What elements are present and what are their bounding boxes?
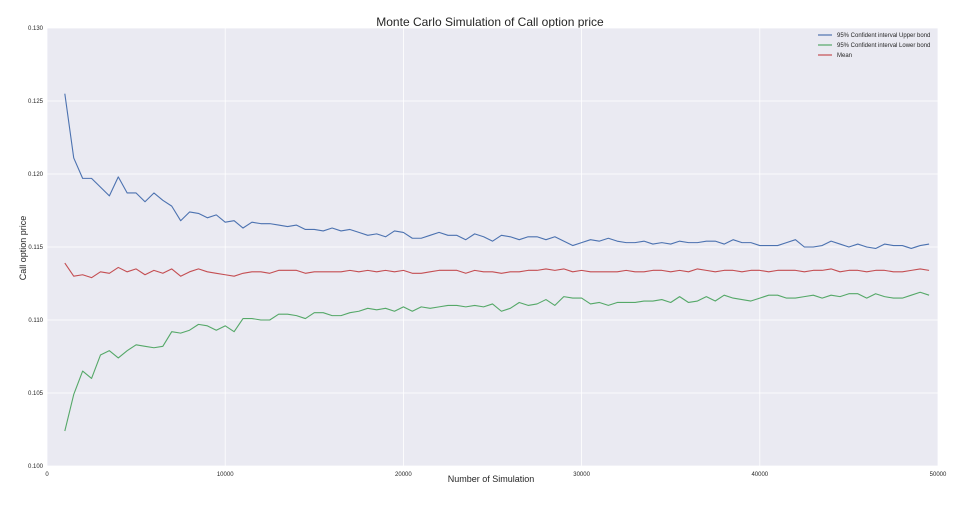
grid: [46, 27, 939, 467]
legend-label-lower: 95% Confident interval Lower bond: [837, 43, 930, 49]
legend-label-mean: Mean: [837, 53, 852, 59]
y-tick-label: 0.125: [28, 99, 44, 105]
x-tick-label: 50000: [930, 472, 947, 478]
y-tick-label: 0.130: [28, 26, 44, 32]
x-tick-label: 40000: [751, 472, 768, 478]
legend: 95% Confident interval Upper bond 95% Con…: [818, 33, 930, 59]
series-lines: [64, 93, 930, 432]
series-line-upper: [64, 93, 930, 250]
x-tick-label: 0: [45, 472, 49, 478]
series-line-mean: [64, 262, 930, 279]
chart-title: Monte Carlo Simulation of Call option pr…: [376, 15, 604, 29]
tick-labels: 0 10000 20000 30000 40000 50000 0.100 0.105 0.11…: [28, 26, 947, 478]
x-axis-label: Number of Simulation: [448, 474, 535, 484]
x-tick-label: 30000: [573, 472, 590, 478]
y-tick-label: 0.120: [28, 172, 44, 178]
y-axis-label: Call option price: [18, 216, 28, 281]
y-tick-label: 0.115: [28, 245, 43, 251]
y-tick-label: 0.110: [28, 318, 43, 324]
y-tick-label: 0.100: [28, 464, 44, 470]
x-tick-label: 20000: [395, 472, 412, 478]
y-tick-label: 0.105: [28, 391, 44, 397]
series-line-lower: [64, 291, 930, 432]
x-tick-label: 10000: [217, 472, 234, 478]
legend-label-upper: 95% Confident interval Upper bond: [837, 33, 930, 39]
